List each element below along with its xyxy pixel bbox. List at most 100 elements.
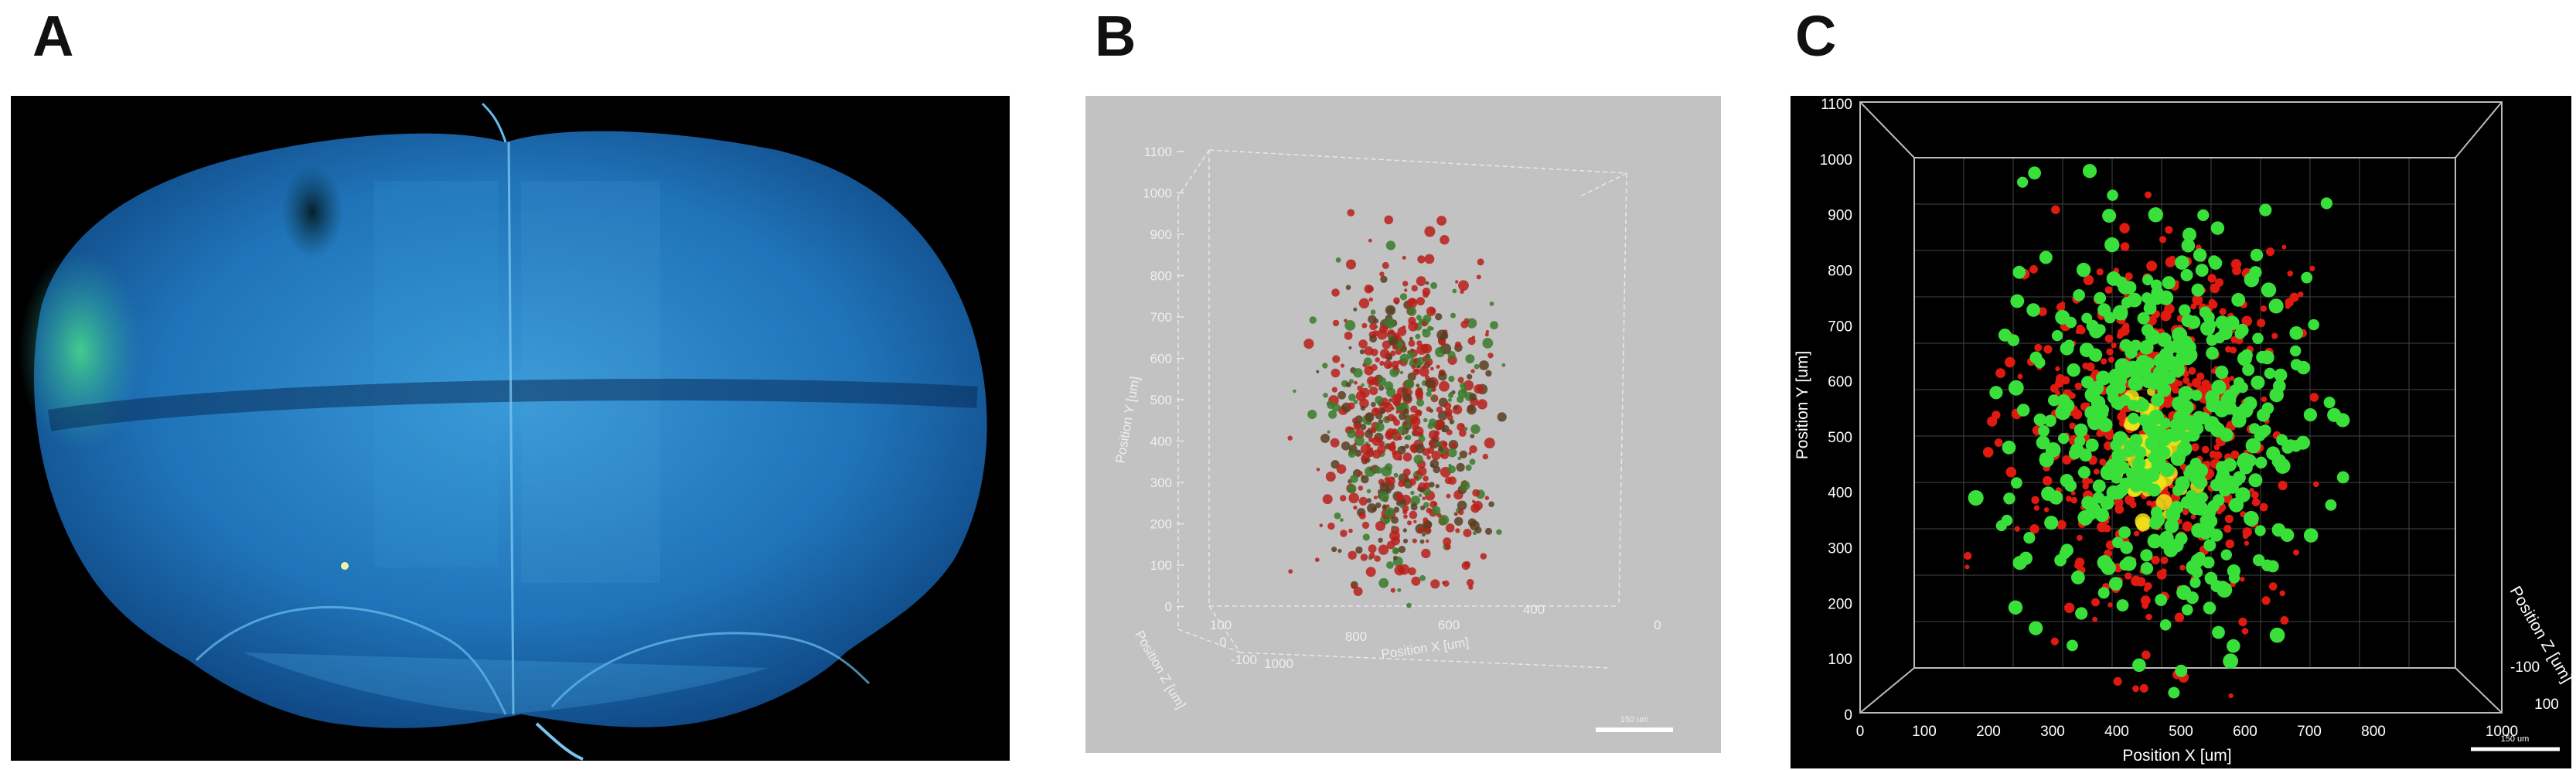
panel-b-cell [1368, 552, 1375, 559]
panel-b-cell [1393, 472, 1399, 478]
panel-c-green-cell [2244, 510, 2259, 526]
panel-b-cell [1469, 445, 1477, 454]
panel-c-y-tick: 600 [1828, 374, 1852, 390]
panel-b-cell [1404, 288, 1408, 292]
panel-c-green-cell [2060, 398, 2075, 413]
panel-b-cell [1323, 393, 1328, 398]
panel-b-cell [1421, 321, 1427, 327]
panel-b-cell [1361, 475, 1369, 484]
panel-b-cell [1424, 254, 1435, 264]
panel-b-cell [1348, 346, 1352, 349]
panel-b-cell [1426, 455, 1431, 460]
panel-c-red-cell [2113, 676, 2122, 687]
panel-c-green-cell [1995, 520, 2007, 532]
panel-b-cell [1391, 360, 1399, 369]
panel-c-green-cell [2147, 533, 2162, 549]
panel-b-cell [1406, 602, 1412, 608]
panel-c-green-cell [2051, 330, 2063, 342]
panel-c-red-cell [2160, 568, 2167, 575]
panel-c-red-cell [2125, 272, 2133, 281]
panel-b-cell [1353, 587, 1363, 596]
panel-c-green-cell [2178, 354, 2190, 366]
panel-b-cell [1397, 445, 1406, 455]
panel-c-green-cell [2269, 627, 2285, 643]
panel-b-cell [1415, 443, 1425, 454]
panel-b-cell [1331, 403, 1341, 412]
panel-c-green-cell [2325, 499, 2337, 511]
panel-b-cell [1452, 288, 1457, 294]
panel-b-y-tick: 1100 [1143, 145, 1172, 159]
panel-b-cell [1369, 322, 1378, 331]
panel-c-red-cell [1992, 411, 2001, 420]
panel-b-cell [1371, 506, 1377, 512]
panel-c-green-cell [2276, 434, 2288, 446]
panel-c-green-cell [2081, 376, 2094, 389]
panel-c-green-cell [2178, 386, 2194, 401]
panel-c-green-cell [2206, 346, 2219, 360]
panel-b-cell [1422, 496, 1426, 501]
panel-b-cell [1406, 434, 1412, 441]
panel-c-green-cell [2102, 209, 2117, 223]
panel-c-red-cell [2293, 549, 2299, 556]
panel-c-green-cell [2274, 368, 2288, 382]
panel-b-cell [1359, 349, 1365, 355]
panel-b-y-tick: 900 [1150, 227, 1172, 242]
panel-c-red-cell [2005, 356, 2015, 368]
panel-b-cell [1371, 436, 1382, 446]
panel-c-green-cell [2235, 487, 2251, 503]
panel-c-x-ticks: 0 100 200 300 400 500 600 700 800 1000 [1856, 724, 2518, 740]
panel-c-green-cell [2034, 356, 2046, 369]
panel-c-red-cell [2159, 236, 2167, 244]
panel-c-green-cell [2107, 189, 2118, 201]
panel-c-red-cell [2134, 530, 2140, 537]
panel-b-cell [1330, 438, 1340, 448]
panel-c-x-tick: 300 [2040, 724, 2065, 740]
panel-b-cell [1287, 435, 1293, 441]
panel-b-cell [1458, 429, 1467, 437]
panel-b-cell [1463, 528, 1472, 537]
panel-c-red-cell [2082, 482, 2089, 490]
panel-c-green-cell [2193, 475, 2208, 489]
panel-b-cell [1364, 366, 1374, 376]
panel-b-cell [1385, 318, 1395, 329]
panel-b-cell [1436, 424, 1442, 431]
panel-b-cell [1417, 466, 1427, 476]
panel-c-red-cell [2129, 501, 2137, 509]
panel-c-green-cell [2128, 412, 2140, 424]
panel-b-cell [1378, 491, 1389, 502]
panel-c-green-cell [2303, 528, 2319, 543]
panel-b-cell [1365, 412, 1375, 422]
panel-c-red-cell [2249, 488, 2254, 493]
panel-c-y-tick: 0 [1844, 707, 1852, 724]
panel-c-green-cell [2244, 272, 2259, 288]
panel-letter-c: C [1795, 4, 1837, 68]
panel-c-red-cell [2094, 468, 2100, 475]
panel-c-green-cell [2216, 461, 2229, 474]
panel-b-cell [1423, 475, 1429, 482]
panel-c-x-tick: 400 [2104, 724, 2129, 740]
panel-b-cell [1345, 284, 1351, 291]
panel-c-red-cell [2261, 596, 2271, 605]
panel-b-y-tick: 100 [1150, 558, 1172, 573]
panel-b-cell [1379, 349, 1390, 359]
panel-b-cell [1368, 238, 1372, 243]
panel-b-cell [1397, 588, 1402, 592]
panel-b-cell [1428, 441, 1435, 448]
panel-b-cell [1377, 445, 1386, 454]
panel-c-red-cell [2309, 265, 2315, 271]
panel-c-red-cell [2104, 431, 2114, 440]
panel-b-cell [1389, 530, 1400, 541]
panel-c-green-cell [2211, 380, 2227, 395]
panel-b-cell [1363, 357, 1372, 366]
panel-c-green-cell [2151, 279, 2162, 291]
panel-c-y-tick: 1000 [1820, 152, 1852, 169]
panel-b-cell [1368, 379, 1375, 384]
panel-c-green-cell [2082, 164, 2097, 179]
panel-b-cell [1470, 503, 1481, 513]
panel-c-green-cell [2048, 394, 2060, 407]
panel-c-red-cell [2083, 274, 2094, 285]
panel-c-green-cell [2224, 315, 2240, 331]
panel-b-cell [1474, 363, 1480, 370]
panel-b-cell [1402, 345, 1407, 350]
panel-b-cell [1322, 363, 1328, 369]
